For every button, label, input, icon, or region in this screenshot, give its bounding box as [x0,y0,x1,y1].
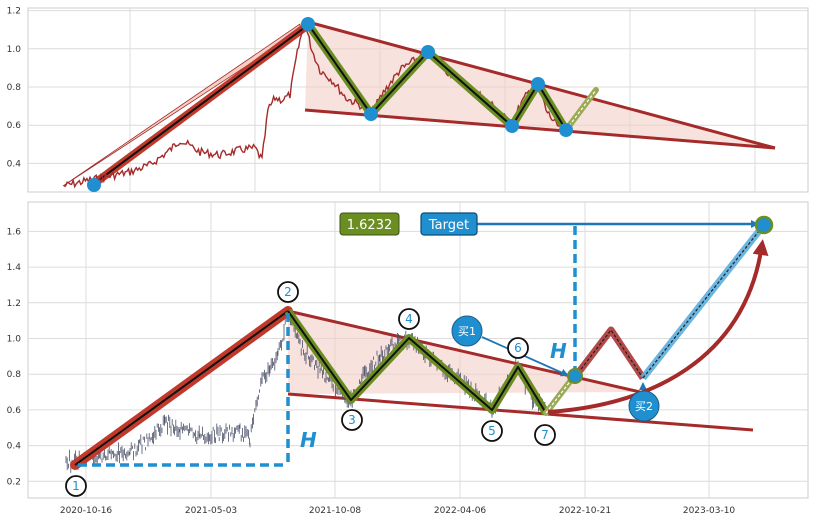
top-pivot-marker [505,119,519,133]
top-breakout-line [565,89,597,131]
top-ytick-label: 1.0 [7,45,22,55]
target-value-badge: 1.6232 [339,212,400,236]
buy1-marker: 买1 [451,315,483,347]
pivot-label-text: 1 [72,479,80,493]
buy1-circle [451,315,483,347]
bottom-ytick-label: 1.6 [7,227,22,237]
top-ytick-label: 1.2 [7,7,21,17]
target-value-box [339,212,400,236]
buy2-marker: 买2 [628,390,660,422]
pivot-label-1: 1 [65,475,87,497]
bottom-panel: 0.2 0.4 0.6 0.8 1.0 1.2 1.4 1.6 2020-10-… [7,201,809,516]
top-ytick-label: 0.6 [7,121,22,131]
pivot-label-text: 6 [514,341,522,355]
pivot-label-circle [534,424,556,446]
pivot-label-text: 5 [488,424,496,438]
bottom-ytick-label: 0.8 [7,370,22,380]
xtick-label: 2022-04-06 [434,506,487,516]
pivot-label-circle [341,409,363,431]
pivot-label-circle [65,475,87,497]
top-pivot-marker [364,107,378,121]
pivot-label-text: 4 [405,312,413,326]
top-pivot-marker [87,178,101,192]
pivot-label-circle [507,337,529,359]
buy2-label: 买2 [635,400,653,413]
buy1-label: 买1 [458,325,476,338]
target-marker [754,215,774,235]
top-panel: 0.4 0.6 0.8 1.0 1.2 [7,7,809,193]
pivot-label-circle [481,420,503,442]
top-ytick-label: 0.8 [7,83,22,93]
xtick-label: 2022-10-21 [559,506,611,516]
xtick-label: 2023-03-10 [683,506,736,516]
height-label-left: H [300,428,317,452]
pivot-label-text: 2 [284,285,292,299]
curved-red-arrow [547,239,769,414]
bottom-ytick-label: 1.0 [7,335,22,345]
target-badge: Target [420,212,478,236]
top-pivot-marker [301,17,315,31]
target-box [420,212,478,236]
top-lower-trendline [304,108,776,150]
top-zigzag-line [307,23,567,131]
pivot-label-5: 5 [481,420,503,442]
bottom-x-ticks: 2020-10-16 2021-05-03 2021-10-08 2022-04… [60,506,736,516]
bottom-breakout-line [545,374,576,414]
pivot-label-4: 4 [398,308,420,330]
bottom-ytick-label: 0.4 [7,442,22,452]
bottom-ytick-label: 1.2 [7,299,21,309]
bottom-y-ticks: 0.2 0.4 0.6 0.8 1.0 1.2 1.4 1.6 [7,227,22,487]
breakout-marker [567,368,583,384]
height-label-right: H [550,339,567,363]
target-text: Target [428,218,469,233]
target-value-text: 1.6232 [347,218,393,233]
top-pivot-marker [559,123,573,137]
xtick-label: 2021-10-08 [309,506,362,516]
pivot-label-text: 3 [348,413,356,427]
top-pivot-markers [87,17,573,192]
bottom-ytick-label: 1.4 [7,263,22,273]
bottom-ytick-label: 0.2 [7,477,21,487]
bottom-lower-trendline [287,392,754,432]
top-ytick-label: 0.4 [7,159,22,169]
pivot-label-text: 7 [541,428,549,442]
projection-red-dash [574,328,644,379]
pivot-label-3: 3 [341,409,363,431]
xtick-label: 2020-10-16 [60,506,113,516]
pivot-label-7: 7 [534,424,556,446]
xtick-label: 2021-05-03 [185,506,237,516]
bottom-zigzag-line [287,310,547,414]
pivot-labels: 1 2 3 4 5 6 7 [65,281,556,497]
bottom-ytick-label: 0.6 [7,406,22,416]
top-pivot-marker [421,45,435,59]
pivot-label-circle [398,308,420,330]
buy2-circle [628,390,660,422]
top-y-ticks: 0.4 0.6 0.8 1.0 1.2 [7,7,22,170]
pivot-label-circle [277,281,299,303]
projection-blue-dash [642,225,764,379]
bottom-leg1-line [74,310,289,466]
pivot-label-2: 2 [277,281,299,303]
top-pivot-marker [531,77,545,91]
top-leg1-line [94,24,309,184]
pivot-label-6: 6 [507,337,529,359]
